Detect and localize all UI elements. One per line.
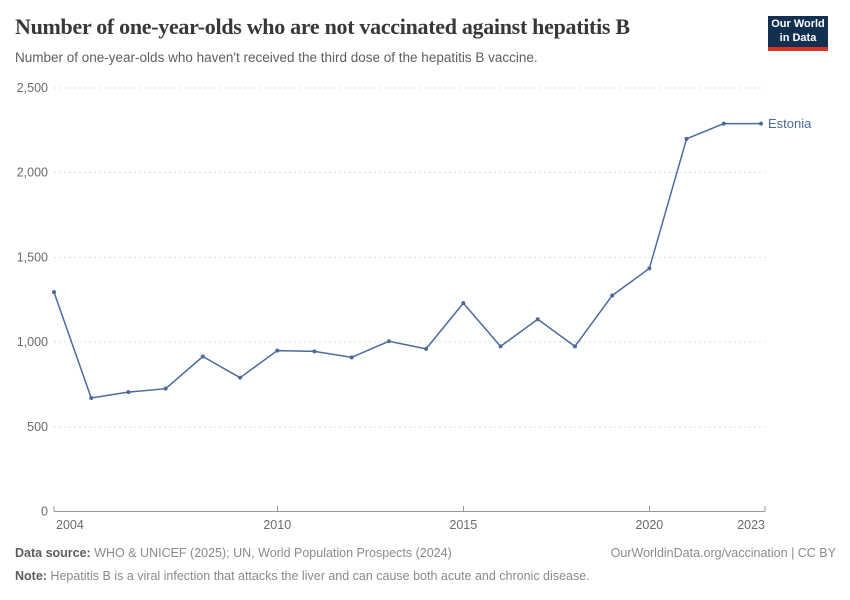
data-point-2014[interactable]	[424, 346, 429, 351]
owid-logo-line2: in Data	[779, 31, 817, 44]
data-point-2020[interactable]	[647, 266, 652, 271]
data-point-2011[interactable]	[312, 349, 317, 354]
x-axis-label: 2015	[449, 518, 477, 532]
data-point-2021[interactable]	[684, 136, 689, 141]
page-title: Number of one-year-olds who are not vacc…	[15, 14, 630, 39]
x-axis-label: 2010	[263, 518, 291, 532]
data-point-2023[interactable]	[759, 121, 763, 126]
data-point-2008[interactable]	[200, 354, 205, 359]
data-point-2007[interactable]	[163, 386, 168, 391]
data-point-2013[interactable]	[386, 339, 391, 344]
y-axis-label: 500	[27, 420, 48, 434]
x-axis-label: 2020	[635, 518, 663, 532]
data-source-label: Data source:	[15, 546, 91, 560]
chart-footer: Data source: WHO & UNICEF (2025); UN, Wo…	[15, 546, 836, 584]
series-end-label[interactable]: Estonia	[768, 116, 812, 131]
data-point-2022[interactable]	[721, 121, 726, 126]
note-line: Note: Hepatitis B is a viral infection t…	[15, 569, 590, 583]
data-series-line	[53, 122, 762, 399]
data-point-2016[interactable]	[498, 344, 503, 349]
data-point-2017[interactable]	[535, 317, 540, 322]
data-point-2005[interactable]	[89, 396, 94, 401]
data-point-2010[interactable]	[275, 348, 280, 353]
data-point-2009[interactable]	[238, 375, 243, 380]
citation-link[interactable]: OurWorldinData.org/vaccination | CC BY	[610, 546, 836, 560]
x-axis-label: 2004	[56, 518, 84, 532]
data-point-2015[interactable]	[461, 301, 466, 306]
data-point-2006[interactable]	[126, 390, 131, 395]
note-text: Hepatitis B is a viral infection that at…	[46, 569, 590, 583]
page-subtitle: Number of one-year-olds who haven't rece…	[15, 50, 538, 65]
y-axis-label: 0	[41, 505, 48, 519]
data-point-2018[interactable]	[572, 344, 577, 349]
plot-area[interactable]	[54, 88, 765, 512]
owid-logo[interactable]: Our World in Data	[768, 16, 828, 51]
note-label: Note:	[15, 569, 47, 583]
y-axis-label: 1,000	[17, 335, 48, 349]
owid-logo-line1: Our World	[771, 18, 825, 30]
data-point-2019[interactable]	[610, 293, 615, 298]
y-axis-label: 2,000	[17, 166, 48, 180]
y-axis-label: 1,500	[17, 250, 48, 264]
data-point-2012[interactable]	[349, 355, 354, 360]
data-source-line: Data source: WHO & UNICEF (2025); UN, Wo…	[15, 546, 452, 561]
data-source-text: WHO & UNICEF (2025); UN, World Populatio…	[90, 546, 452, 560]
x-axis-label: 2023	[737, 518, 765, 532]
data-point-2004[interactable]	[52, 290, 56, 295]
y-axis-label: 2,500	[17, 81, 48, 95]
